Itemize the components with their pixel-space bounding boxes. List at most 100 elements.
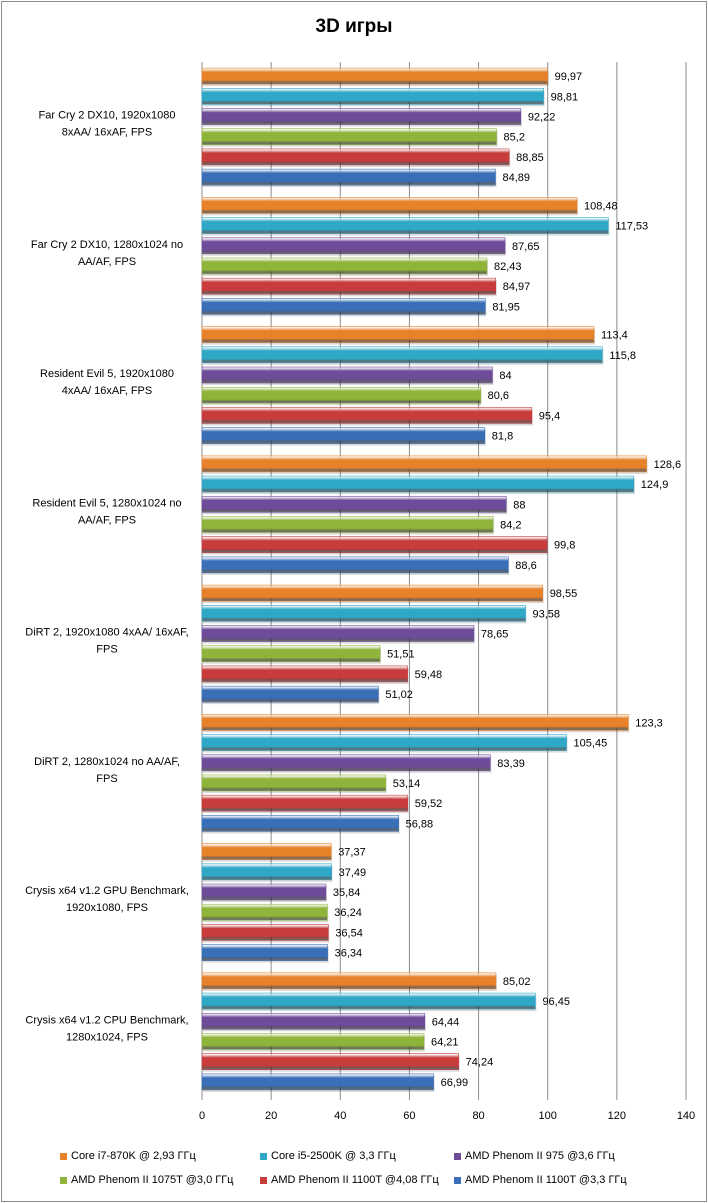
bar: [201, 427, 486, 444]
data-label: 88,6: [515, 560, 536, 572]
legend-label: AMD Phenom II 1100T @4,08 ГГц: [271, 1174, 439, 1186]
data-label: 123,3: [635, 717, 663, 729]
bar: [201, 734, 567, 751]
data-label: 84,97: [503, 281, 531, 293]
data-label: 95,4: [539, 410, 560, 422]
legend-item: AMD Phenom II 1100T @3,3 ГГц: [454, 1174, 627, 1186]
bar: [201, 754, 491, 772]
legend-item: Core i7-870K @ 2,93 ГГц: [60, 1150, 196, 1162]
bar: [201, 863, 332, 881]
data-label: 66,99: [441, 1077, 469, 1089]
legend-label: AMD Phenom II 975 @3,6 ГГц: [465, 1150, 615, 1162]
bar: [201, 108, 522, 125]
bar: [201, 584, 544, 602]
x-tick-label: 100: [539, 1110, 557, 1122]
bar: [201, 197, 578, 214]
bar: [201, 495, 507, 513]
data-label: 99,97: [555, 71, 583, 83]
data-label: 117,53: [615, 221, 648, 233]
data-label: 80,6: [488, 390, 509, 402]
bar: [201, 1033, 425, 1050]
data-label: 37,49: [339, 867, 367, 879]
data-label: 98,55: [550, 588, 578, 600]
bar: [201, 366, 493, 384]
data-label: 59,48: [415, 669, 443, 681]
data-label: 74,24: [466, 1057, 494, 1069]
category-label: Crysis x64 v1.2 CPU Benchmark,: [25, 1014, 188, 1026]
data-label: 37,37: [338, 847, 366, 859]
data-label: 93,58: [533, 608, 561, 620]
data-label: 108,48: [584, 200, 618, 212]
legend-item: AMD Phenom II 1075T @3,0 ГГц: [60, 1174, 233, 1186]
bar: [201, 685, 379, 703]
bar: [201, 326, 595, 343]
data-label: 99,8: [554, 540, 575, 552]
x-tick-label: 80: [472, 1110, 484, 1122]
data-label: 83,39: [497, 758, 525, 770]
data-label: 113,4: [601, 330, 628, 342]
legend-swatch: [260, 1152, 267, 1160]
legend-swatch: [60, 1176, 67, 1184]
bar: [201, 815, 399, 832]
legend-item: AMD Phenom II 975 @3,6 ГГц: [454, 1150, 615, 1162]
data-label: 115,8: [609, 350, 636, 362]
bar: [201, 257, 488, 275]
data-label: 84,2: [500, 519, 521, 531]
bar: [201, 972, 497, 990]
bar: [201, 556, 509, 574]
category-label: 4xAA/ 16xAF, FPS: [62, 385, 152, 397]
x-tick-label: 40: [334, 1110, 346, 1122]
data-label: 64,44: [432, 1016, 460, 1028]
bar: [201, 277, 497, 295]
bar: [201, 148, 510, 166]
data-label: 85,2: [504, 132, 525, 144]
legend-label: Core i7-870K @ 2,93 ГГц: [71, 1150, 196, 1162]
bar: [201, 168, 496, 186]
bar: [201, 1053, 459, 1070]
x-tick-label: 140: [677, 1110, 695, 1122]
category-label: FPS: [96, 644, 117, 656]
bar: [201, 903, 328, 921]
bar: [201, 794, 409, 812]
bar: [201, 774, 387, 792]
bar: [201, 843, 332, 860]
data-label: 124,9: [641, 479, 669, 491]
bar: [201, 386, 481, 404]
data-label: 88,85: [516, 152, 544, 164]
x-tick-label: 120: [608, 1110, 626, 1122]
category-label: AA/AF, FPS: [78, 256, 136, 268]
data-label: 82,43: [494, 261, 522, 273]
bar: [201, 475, 635, 493]
legend-label: Core i5-2500K @ 3,3 ГГц: [271, 1150, 396, 1162]
bar: [201, 1073, 434, 1091]
bar: [201, 714, 629, 731]
bar: [201, 516, 494, 533]
legend-label: AMD Phenom II 1100T @3,3 ГГц: [465, 1174, 627, 1186]
data-label: 96,45: [542, 996, 570, 1008]
data-label: 36,34: [335, 948, 363, 960]
bar: [201, 944, 328, 961]
data-label: 105,45: [574, 738, 608, 750]
data-label: 36,54: [335, 927, 363, 939]
data-label: 84: [499, 370, 511, 382]
data-label: 56,88: [406, 818, 434, 830]
data-label: 78,65: [481, 629, 509, 641]
data-label: 81,95: [492, 301, 520, 313]
data-label: 51,51: [387, 649, 415, 661]
bar: [201, 645, 381, 663]
category-label: Far Cry 2 DX10, 1920x1080: [39, 110, 176, 122]
x-tick-label: 60: [403, 1110, 415, 1122]
bar: [201, 1012, 426, 1030]
data-label: 128,6: [654, 459, 682, 471]
category-label: Crysis x64 v1.2 GPU Benchmark,: [25, 885, 189, 897]
legend-swatch: [60, 1152, 67, 1160]
category-label: 1280x1024, FPS: [66, 1031, 148, 1043]
bar: [201, 924, 329, 941]
data-label: 35,84: [333, 887, 361, 899]
category-label: DiRT 2, 1920x1080 4xAA/ 16xAF,: [25, 627, 188, 639]
data-label: 59,52: [415, 798, 443, 810]
bar: [201, 605, 526, 622]
legend-swatch: [260, 1176, 267, 1184]
gridlines: [201, 62, 687, 1100]
